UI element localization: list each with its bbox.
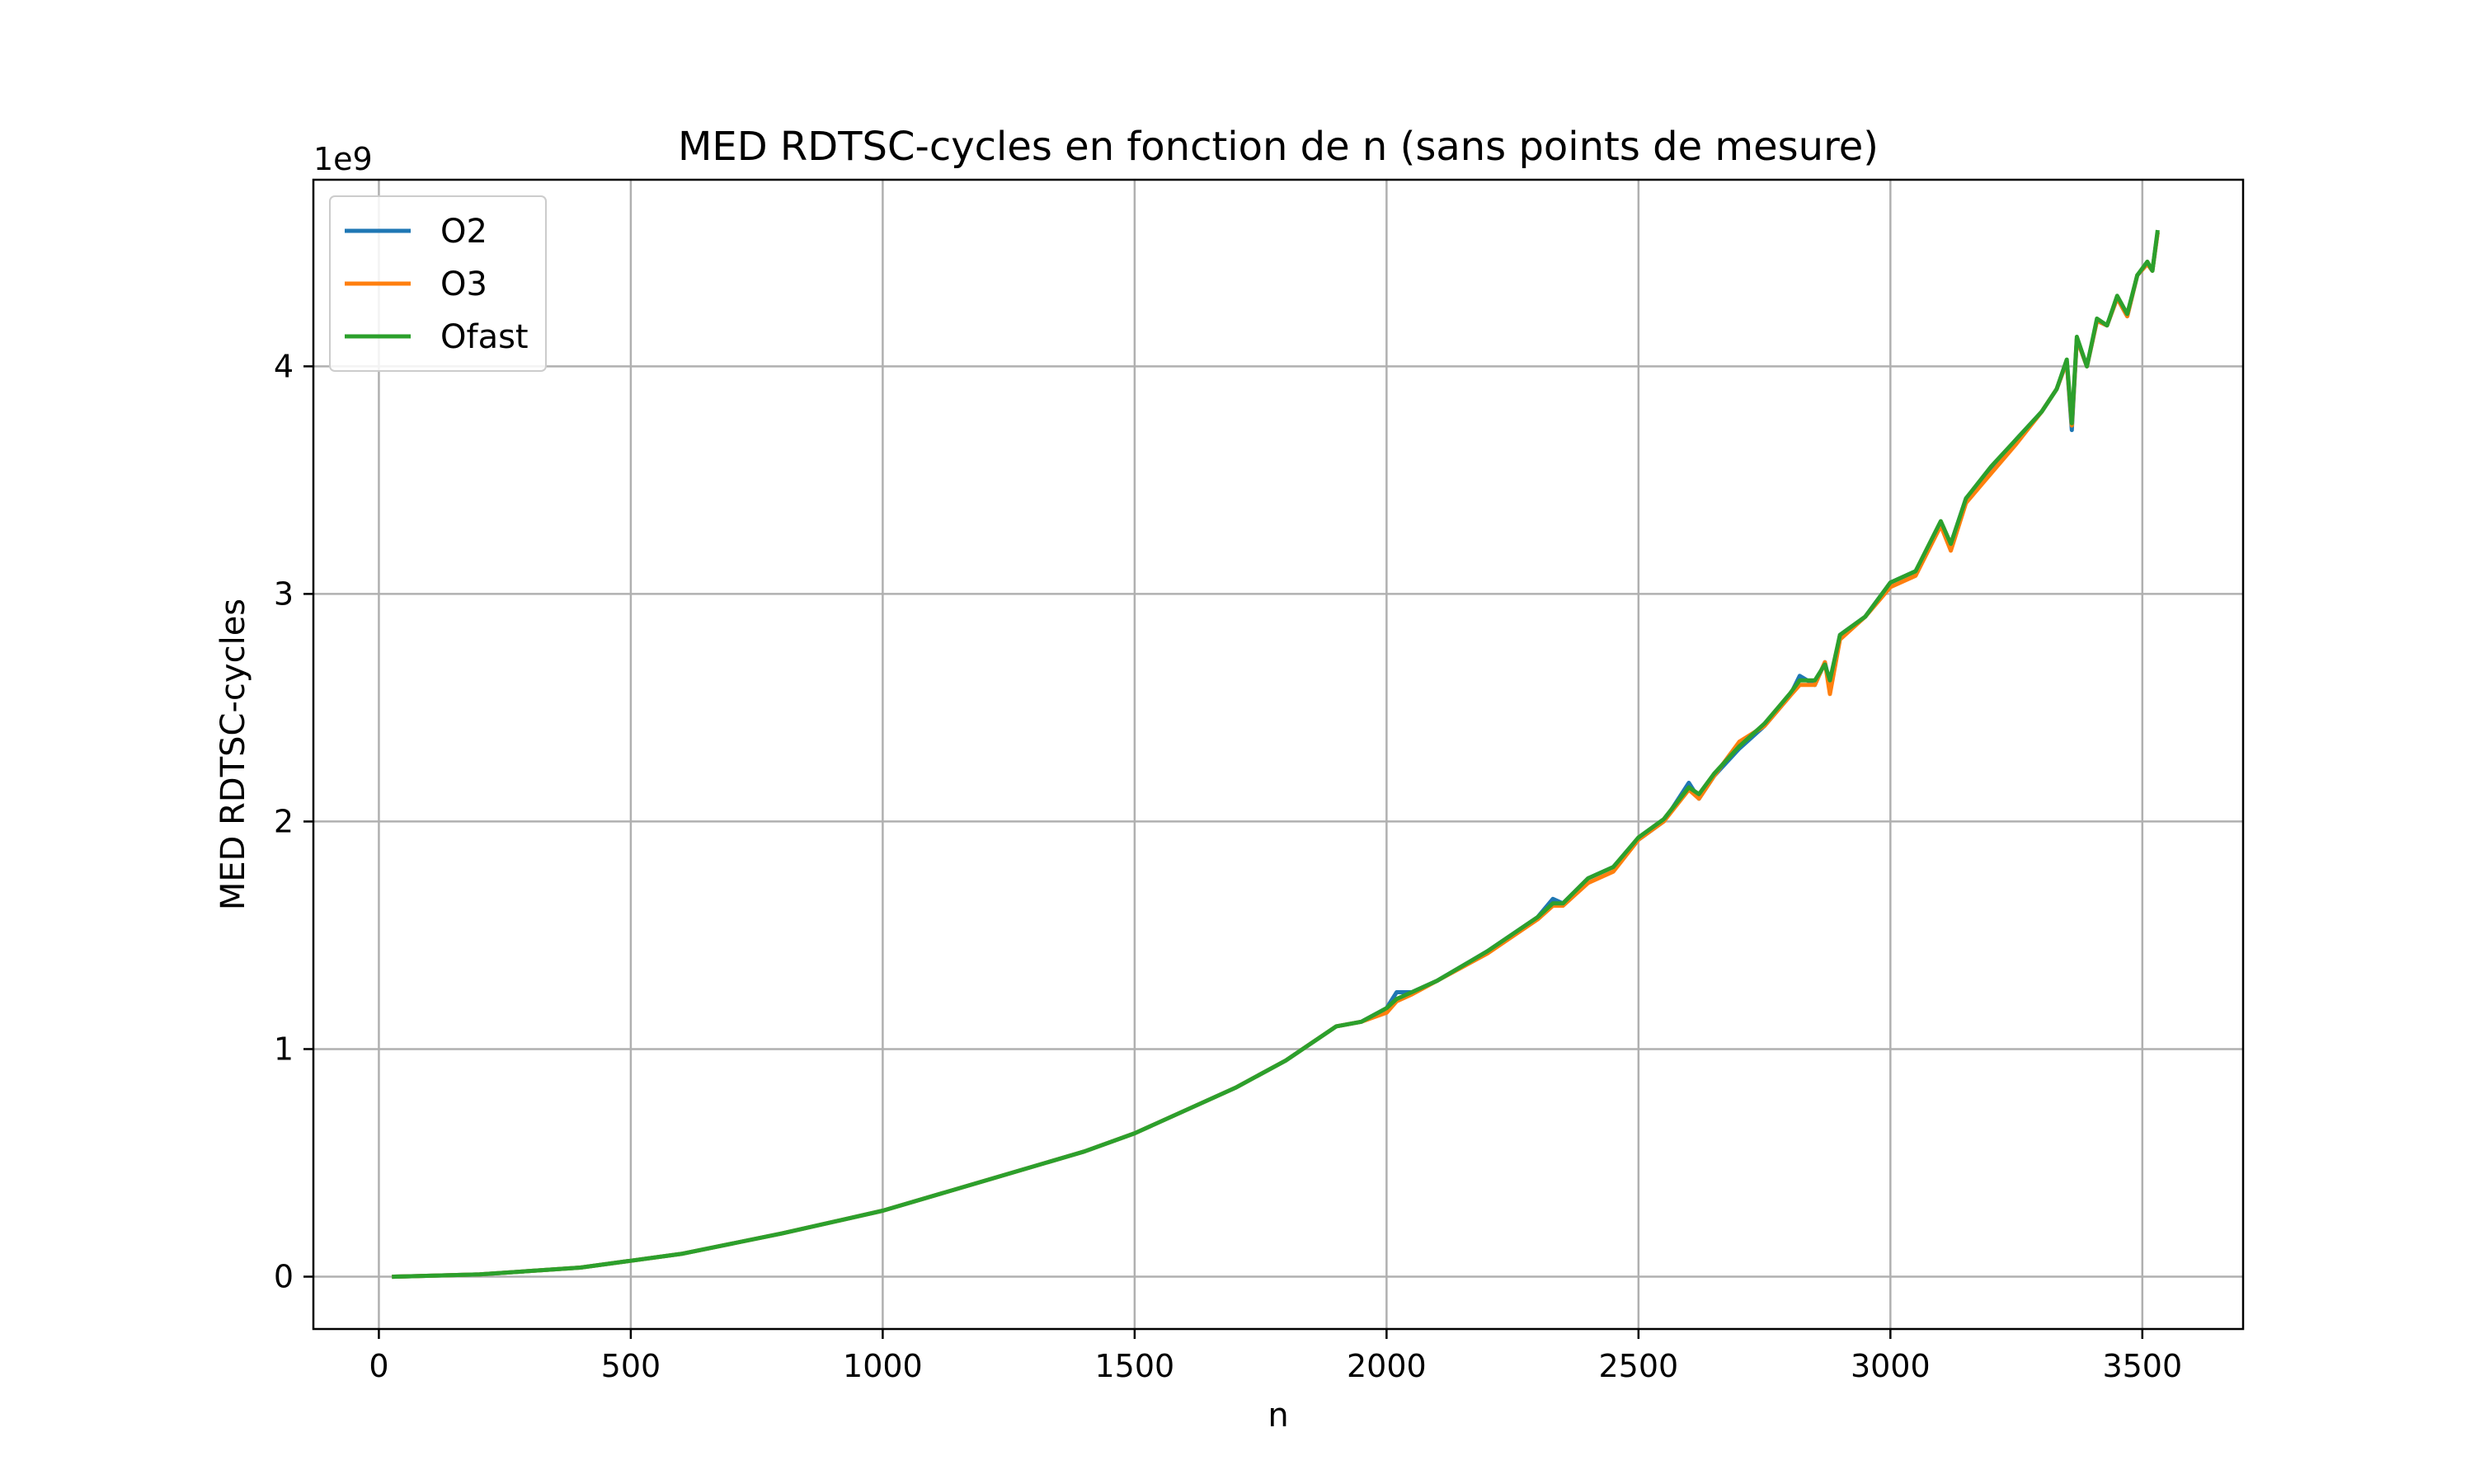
x-axis-label: n bbox=[1268, 1397, 1288, 1435]
y-tick-label: 0 bbox=[274, 1259, 294, 1295]
x-tick-label: 1500 bbox=[1095, 1348, 1175, 1384]
y-tick-label: 3 bbox=[274, 575, 294, 612]
x-tick-label: 3500 bbox=[2102, 1348, 2182, 1384]
x-tick-label: 500 bbox=[601, 1348, 661, 1384]
x-tick-label: 3000 bbox=[1851, 1348, 1931, 1384]
y-tick-label: 1 bbox=[274, 1031, 294, 1067]
y-tick-label: 2 bbox=[274, 803, 294, 839]
legend-label: O3 bbox=[440, 265, 487, 303]
x-tick-label: 2000 bbox=[1347, 1348, 1427, 1384]
series-line-ofast bbox=[392, 229, 2160, 1280]
x-tick-label: 1000 bbox=[843, 1348, 923, 1384]
y-axis-offset-label: 1e9 bbox=[313, 141, 373, 177]
x-tick-label: 0 bbox=[369, 1348, 388, 1384]
legend-label: O2 bbox=[440, 213, 487, 251]
axes-frame bbox=[312, 178, 2245, 1331]
chart-title: MED RDTSC-cycles en fonction de n (sans … bbox=[678, 124, 1879, 170]
legend-box bbox=[329, 195, 547, 372]
legend: O2 O3 Ofast bbox=[329, 195, 547, 372]
legend-label: Ofast bbox=[440, 318, 529, 356]
y-axis-label: MED RDTSC-cycles bbox=[214, 599, 252, 910]
grid-lines bbox=[313, 180, 2243, 1329]
x-tick-label: 2500 bbox=[1598, 1348, 1678, 1384]
series-line-o3 bbox=[392, 232, 2160, 1280]
series-lines bbox=[392, 229, 2160, 1280]
axis-ticks: 0 500 1000 1500 2000 2500 3000 3500 0 1 2 3 4 bbox=[274, 348, 2182, 1384]
y-tick-label: 4 bbox=[274, 348, 294, 384]
series-line-o2 bbox=[392, 232, 2160, 1280]
